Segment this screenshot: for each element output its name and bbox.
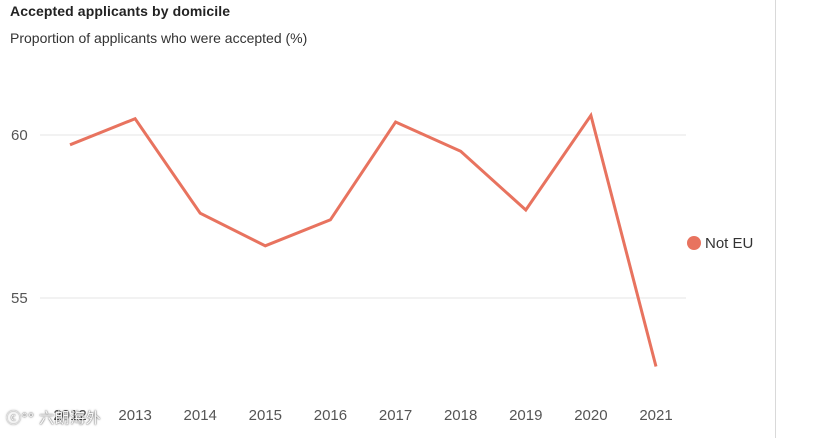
chart-plot: 55 60 2012 2013 2014 2015 2016 2017 2018 2019 202… — [11, 111, 753, 424]
chart-card: Accepted applicants by domicile Proporti… — [10, 0, 776, 438]
series-line-not-eu — [69, 111, 658, 367]
x-tick-label-2013: 2013 — [118, 407, 151, 424]
chart-subtitle: Proportion of applicants who were accept… — [10, 30, 308, 46]
legend-label: Not EU — [705, 235, 753, 252]
series-lines — [69, 111, 658, 367]
legend: Not EU — [687, 235, 753, 252]
y-tick-label-55: 55 — [11, 290, 28, 307]
y-tick-label-60: 60 — [11, 127, 28, 144]
watermark-logo: ⓒ°° 六朗海外 — [6, 410, 102, 427]
x-tick-label-2019: 2019 — [509, 407, 542, 424]
x-tick-label-2016: 2016 — [314, 407, 347, 424]
x-tick-label-2017: 2017 — [379, 407, 412, 424]
x-tick-label-2020: 2020 — [574, 407, 607, 424]
chart-title: Accepted applicants by domicile — [10, 3, 231, 19]
x-tick-label-2014: 2014 — [184, 407, 217, 424]
card-divider — [775, 0, 776, 438]
x-axis-ticks: 2012 2013 2014 2015 2016 2017 2018 2019 2020 2021 — [53, 407, 672, 424]
x-tick-label-2018: 2018 — [444, 407, 477, 424]
gridlines — [40, 134, 686, 299]
legend-marker — [687, 236, 701, 250]
y-axis-ticks: 55 60 — [11, 127, 28, 307]
x-tick-label-2015: 2015 — [249, 407, 282, 424]
x-tick-label-2021: 2021 — [639, 407, 672, 424]
x-tick-label-2012: 2012 — [53, 407, 86, 424]
